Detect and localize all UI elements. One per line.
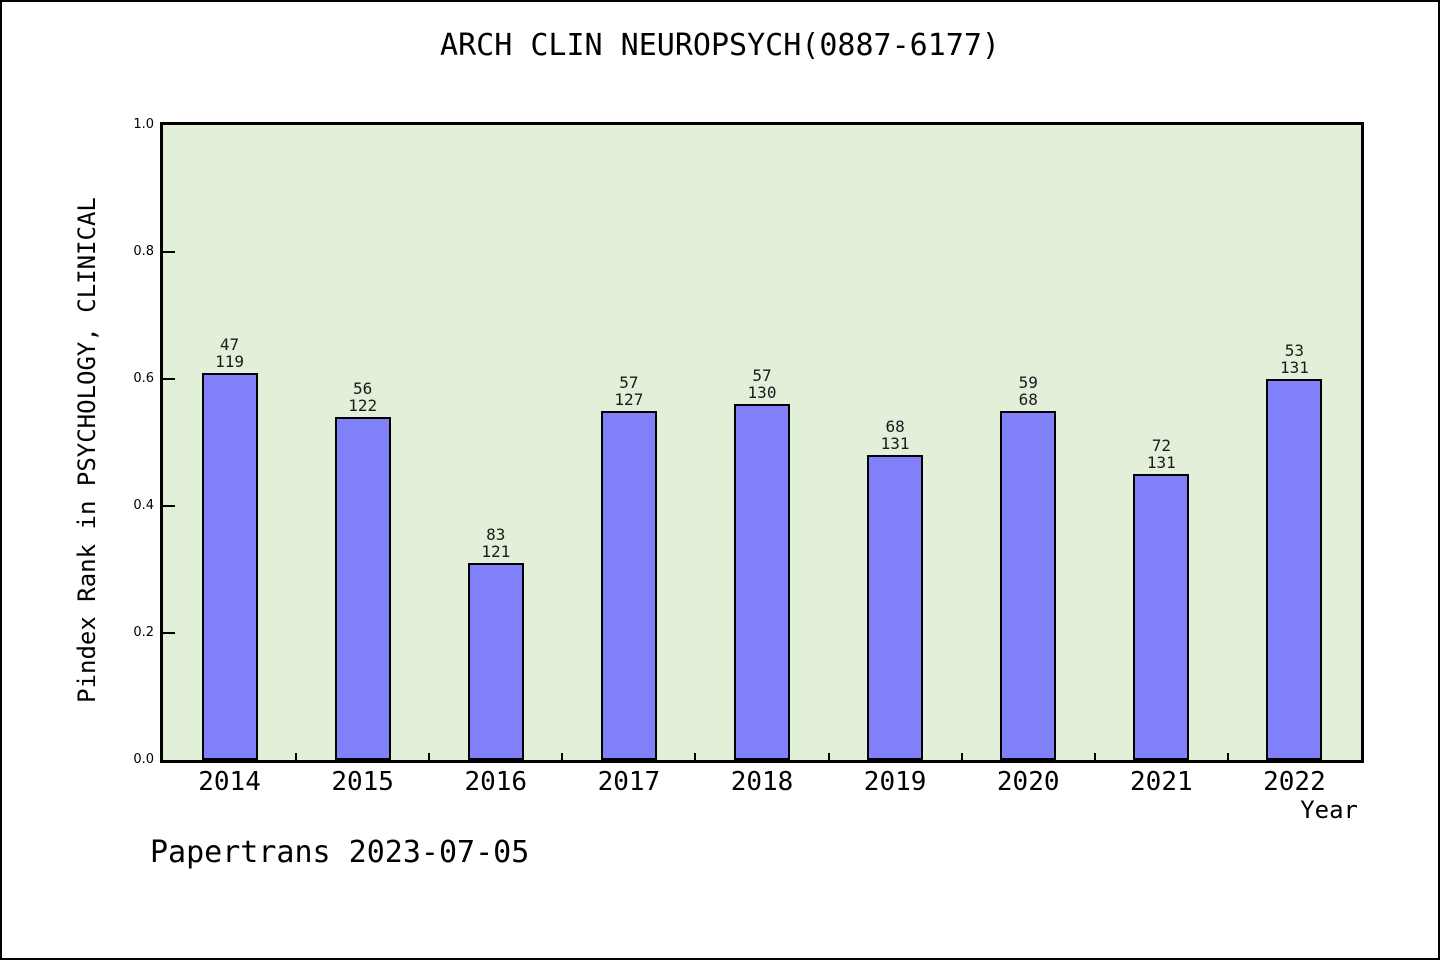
bar-2014 <box>201 373 258 760</box>
y-tick-label: 0.2 <box>133 625 154 640</box>
x-minor-tick <box>827 753 830 760</box>
y-tick-label: 0.8 <box>133 244 154 259</box>
x-tick-label-2016: 2016 <box>464 767 528 797</box>
y-tick <box>163 378 175 380</box>
bar-value-label-2014: 47 119 <box>215 335 245 371</box>
x-tick-label-2020: 2020 <box>996 767 1060 797</box>
bar-2015 <box>334 417 391 760</box>
bar-value-label-2021: 72 131 <box>1146 436 1176 472</box>
y-tick <box>163 632 175 634</box>
x-minor-tick <box>561 753 564 760</box>
plot-area: 47 119 2014 56 122 2015 83 121 2016 57 127 2017… <box>133 117 1364 797</box>
bar-value-label-2017: 57 127 <box>614 373 644 409</box>
y-tick <box>163 251 175 253</box>
x-tick-label-2015: 2015 <box>331 767 394 797</box>
bar-2020 <box>1000 411 1057 760</box>
x-axis-label: Year <box>1300 796 1358 824</box>
x-minor-tick <box>960 753 963 760</box>
y-tick <box>163 505 175 507</box>
bar-value-label-2018: 57 130 <box>747 366 777 402</box>
bar-2021 <box>1133 474 1190 760</box>
bar-2019 <box>867 455 924 760</box>
bar-value-label-2019: 68 131 <box>880 417 910 453</box>
bar-2017 <box>600 411 657 760</box>
x-minor-tick <box>1226 753 1229 760</box>
bar-2016 <box>467 563 524 760</box>
x-minor-tick <box>295 753 298 760</box>
x-tick-label-2019: 2019 <box>863 767 927 797</box>
bar-value-label-2016: 83 121 <box>481 525 511 561</box>
bar-value-label-2022: 53 131 <box>1279 341 1309 377</box>
plot-canvas: 47 119 2014 56 122 2015 83 121 2016 57 127 2017… <box>133 117 1361 797</box>
bar-value-label-2015: 56 122 <box>348 379 378 415</box>
x-minor-tick <box>694 753 697 760</box>
y-tick-label: 0.6 <box>133 371 154 386</box>
chart-title: ARCH CLIN NEUROPSYCH(0887-6177) <box>440 28 1000 63</box>
x-tick-label-2021: 2021 <box>1130 767 1193 797</box>
y-tick-label: 1.0 <box>133 117 154 132</box>
bar-2018 <box>734 404 790 760</box>
x-tick-label-2014: 2014 <box>198 767 261 797</box>
bar-2022 <box>1266 379 1323 760</box>
bar-value-label-2020: 59 68 <box>1018 373 1038 409</box>
x-tick-label-2018: 2018 <box>730 767 794 797</box>
y-tick-label: 0.0 <box>133 752 154 767</box>
y-axis-label: Pindex Rank in PSYCHOLOGY, CLINICAL <box>73 197 101 703</box>
x-tick-label-2017: 2017 <box>597 767 661 797</box>
x-minor-tick <box>428 753 431 760</box>
y-tick-label: 0.4 <box>133 498 154 513</box>
x-minor-tick <box>1093 753 1096 760</box>
x-tick-label-2022: 2022 <box>1263 767 1326 797</box>
watermark-text: Papertrans 2023-07-05 <box>150 835 530 870</box>
